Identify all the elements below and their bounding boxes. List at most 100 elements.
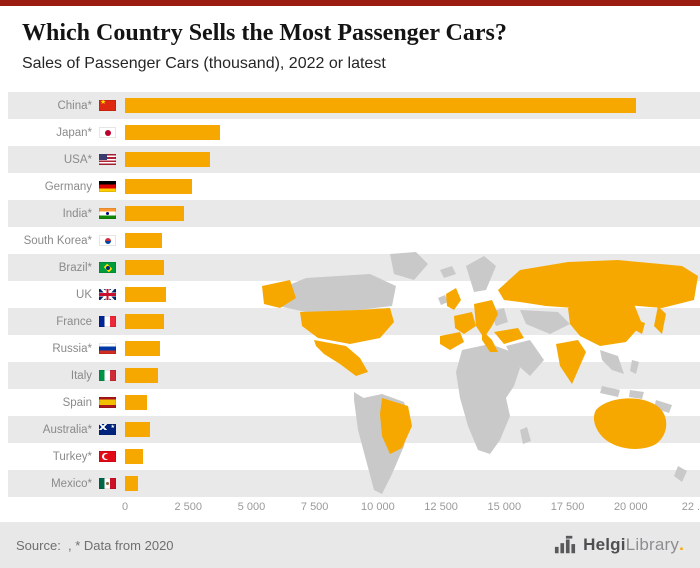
chart-row: Japan*: [8, 119, 700, 146]
bar-track: [125, 395, 694, 410]
bar-track: [125, 206, 694, 221]
country-label: Brazil*: [58, 261, 92, 274]
x-tick-label: 5 000: [237, 501, 266, 513]
country-label: Australia*: [42, 423, 92, 436]
page-title: Which Country Sells the Most Passenger C…: [22, 20, 507, 46]
chart-row: Germany: [8, 173, 700, 200]
chart-row: Turkey*: [8, 443, 700, 470]
helgilibrary-logo-icon: [554, 535, 576, 555]
chart-row: UK: [8, 281, 700, 308]
kr-flag-icon: [99, 235, 116, 246]
x-tick-label: 12 500: [424, 501, 458, 513]
bar-track: [125, 341, 694, 356]
value-bar: [125, 476, 139, 491]
chart-row: Spain: [8, 389, 700, 416]
x-tick-label: 2 500: [174, 501, 202, 513]
footer: Source: , * Data from 2020 HelgiLibrary.: [0, 522, 700, 568]
value-bar: [125, 395, 148, 410]
bar-track: [125, 260, 694, 275]
x-axis: 0 2 500 5 000 7 500 10 000 12 500 15 000 17 500…: [121, 497, 700, 519]
es-flag-icon: [99, 397, 116, 408]
page-subtitle: Sales of Passenger Cars (thousand), 2022…: [22, 55, 386, 72]
chart-row: Italy: [8, 362, 700, 389]
bar-track: [125, 98, 694, 113]
chart-row: USA*: [8, 146, 700, 173]
value-bar: [125, 449, 143, 464]
ru-flag-icon: [99, 343, 116, 354]
mx-flag-icon: [99, 478, 116, 489]
value-bar: [125, 287, 166, 302]
header: Which Country Sells the Most Passenger C…: [0, 6, 700, 92]
value-bar: [125, 341, 161, 356]
helgilibrary-logo[interactable]: HelgiLibrary.: [554, 535, 684, 555]
value-bar: [125, 125, 220, 140]
x-tick-label: 22 ...: [681, 501, 700, 513]
chart-row: China*: [8, 92, 700, 119]
logo-text-library: Library: [625, 535, 680, 554]
fr-flag-icon: [99, 316, 116, 327]
country-label: France: [56, 315, 92, 328]
source-note: Source: , * Data from 2020: [16, 537, 174, 553]
helgilibrary-logo-text: HelgiLibrary.: [583, 535, 684, 555]
x-tick-label: 17 500: [550, 501, 585, 513]
country-label: UK: [76, 288, 92, 301]
value-bar: [125, 179, 193, 194]
chart-row: Australia*: [8, 416, 700, 443]
bar-track: [125, 125, 694, 140]
jp-flag-icon: [99, 127, 116, 138]
country-label: Mexico*: [51, 477, 92, 490]
value-bar: [125, 368, 159, 383]
country-label: Spain: [62, 396, 92, 409]
bar-rows: China* Japan* USA* Germany India* South Korea…: [0, 92, 700, 497]
bar-track: [125, 422, 694, 437]
bar-track: [125, 152, 694, 167]
tr-flag-icon: [99, 451, 116, 462]
in-flag-icon: [99, 208, 116, 219]
value-bar: [125, 152, 210, 167]
country-label: USA*: [63, 153, 92, 166]
x-tick-label: 0: [121, 501, 129, 513]
x-tick-label: 7 500: [300, 501, 329, 513]
country-label: Turkey*: [52, 450, 92, 463]
chart-row: Mexico*: [8, 470, 700, 497]
country-label: Germany: [44, 180, 92, 193]
it-flag-icon: [99, 370, 116, 381]
country-label: Italy: [70, 369, 92, 382]
de-flag-icon: [99, 181, 116, 192]
value-bar: [125, 206, 185, 221]
br-flag-icon: [99, 262, 116, 273]
au-flag-icon: [99, 422, 116, 435]
chart-row: Russia*: [8, 335, 700, 362]
top-accent-bar: [0, 0, 700, 6]
chart-row: France: [8, 308, 700, 335]
value-bar: [125, 260, 165, 275]
us-flag-icon: [99, 154, 116, 165]
country-label: China*: [57, 99, 92, 112]
bar-track: [125, 233, 694, 248]
bar-track: [125, 179, 694, 194]
logo-text-helgi: Helgi: [583, 535, 626, 554]
chart-row: Brazil*: [8, 254, 700, 281]
country-label: South Korea*: [23, 234, 92, 247]
country-label: India*: [62, 207, 92, 220]
x-tick-label: 10 000: [361, 501, 395, 513]
x-tick-label: 20 000: [613, 501, 648, 513]
bar-chart: China* Japan* USA* Germany India* South Korea…: [0, 92, 700, 522]
value-bar: [125, 314, 164, 329]
value-bar: [125, 422, 151, 437]
value-bar: [125, 233, 163, 248]
bar-track: [125, 314, 694, 329]
country-label: Japan*: [56, 126, 92, 139]
cn-flag-icon: [99, 97, 116, 111]
country-label: Russia*: [52, 342, 92, 355]
bar-track: [125, 368, 694, 383]
bar-track: [125, 449, 694, 464]
chart-row: South Korea*: [8, 227, 700, 254]
value-bar: [125, 98, 636, 113]
x-tick-label: 15 000: [487, 501, 522, 513]
logo-text-dot: .: [679, 535, 684, 554]
chart-row: India*: [8, 200, 700, 227]
bar-track: [125, 476, 694, 491]
bar-track: [125, 287, 694, 302]
gb-flag-icon: [99, 289, 116, 300]
